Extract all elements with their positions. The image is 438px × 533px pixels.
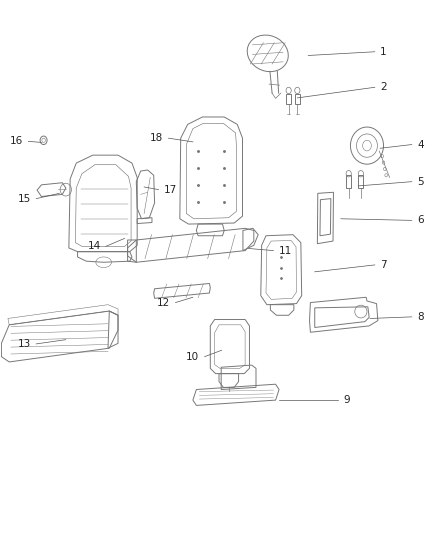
Text: 17: 17 bbox=[164, 184, 177, 195]
Text: 4: 4 bbox=[417, 140, 424, 150]
Text: 10: 10 bbox=[186, 352, 199, 361]
Text: 2: 2 bbox=[380, 82, 387, 92]
Text: 5: 5 bbox=[417, 176, 424, 187]
Text: 7: 7 bbox=[380, 260, 387, 270]
Text: 1: 1 bbox=[380, 47, 387, 56]
Text: 15: 15 bbox=[18, 193, 31, 204]
Text: 11: 11 bbox=[279, 246, 292, 256]
Text: 6: 6 bbox=[417, 215, 424, 225]
Text: 8: 8 bbox=[417, 312, 424, 322]
Text: 14: 14 bbox=[87, 241, 101, 252]
Text: 13: 13 bbox=[18, 339, 31, 349]
Text: 18: 18 bbox=[150, 133, 163, 143]
Text: 12: 12 bbox=[157, 297, 170, 308]
Text: 9: 9 bbox=[343, 395, 350, 405]
Text: 16: 16 bbox=[10, 136, 23, 147]
